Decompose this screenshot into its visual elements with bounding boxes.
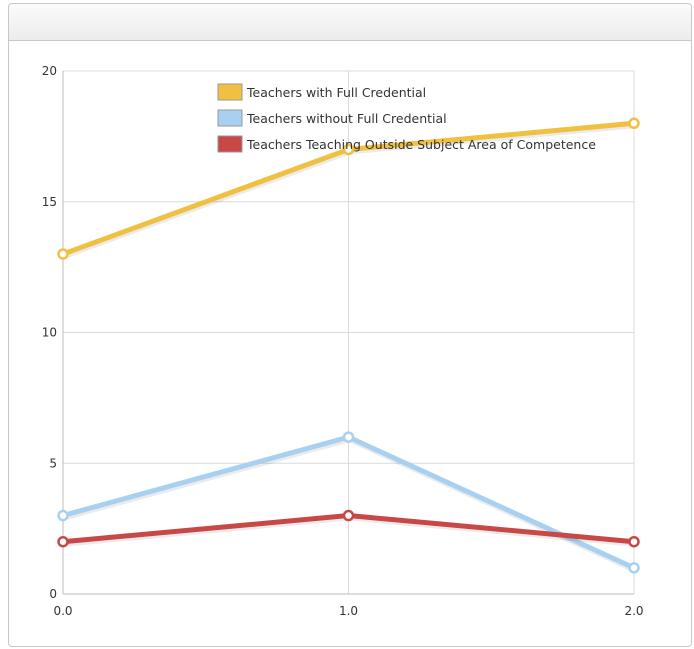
legend-label: Teachers without Full Credential <box>246 111 447 126</box>
series-1 <box>57 431 640 574</box>
panel-header <box>9 4 691 41</box>
data-point[interactable] <box>342 431 355 443</box>
data-point[interactable] <box>57 509 69 522</box>
y-tick-label: 15 <box>42 195 57 209</box>
chart-panel <box>8 3 692 647</box>
data-point[interactable] <box>628 117 640 130</box>
series-0 <box>57 117 640 260</box>
y-tick-label: 0 <box>49 587 57 601</box>
chart-axes: 0 5 10 15 20 0.0 1.0 2.0 <box>42 64 644 618</box>
legend-item[interactable]: Teachers with Full Credential <box>217 83 426 101</box>
legend-swatch <box>217 109 243 127</box>
data-point[interactable] <box>57 248 69 260</box>
legend-swatch <box>217 83 243 101</box>
x-tick-label: 1.0 <box>339 604 358 618</box>
data-point[interactable] <box>342 143 355 156</box>
legend-item[interactable]: Teachers without Full Credential <box>217 109 447 127</box>
legend-swatch <box>217 135 243 153</box>
x-tick-label: 2.0 <box>624 604 643 618</box>
series-line-shadow <box>63 436 637 573</box>
data-point[interactable] <box>628 562 640 574</box>
series-2 <box>57 509 640 548</box>
y-tick-label: 20 <box>42 64 57 78</box>
data-point[interactable] <box>342 509 355 522</box>
data-point[interactable] <box>57 535 69 548</box>
data-point[interactable] <box>628 535 640 548</box>
chart-series <box>57 117 640 574</box>
y-tick-label: 10 <box>42 326 57 340</box>
x-tick-label: 0.0 <box>53 604 72 618</box>
legend-label: Teachers with Full Credential <box>246 85 426 100</box>
legend-item[interactable]: Teachers Teaching Outside Subject Area o… <box>217 135 596 153</box>
chart-legend[interactable]: Teachers with Full Credential Teachers wi… <box>217 83 596 153</box>
legend-label: Teachers Teaching Outside Subject Area o… <box>246 137 596 152</box>
y-tick-label: 5 <box>49 456 57 470</box>
